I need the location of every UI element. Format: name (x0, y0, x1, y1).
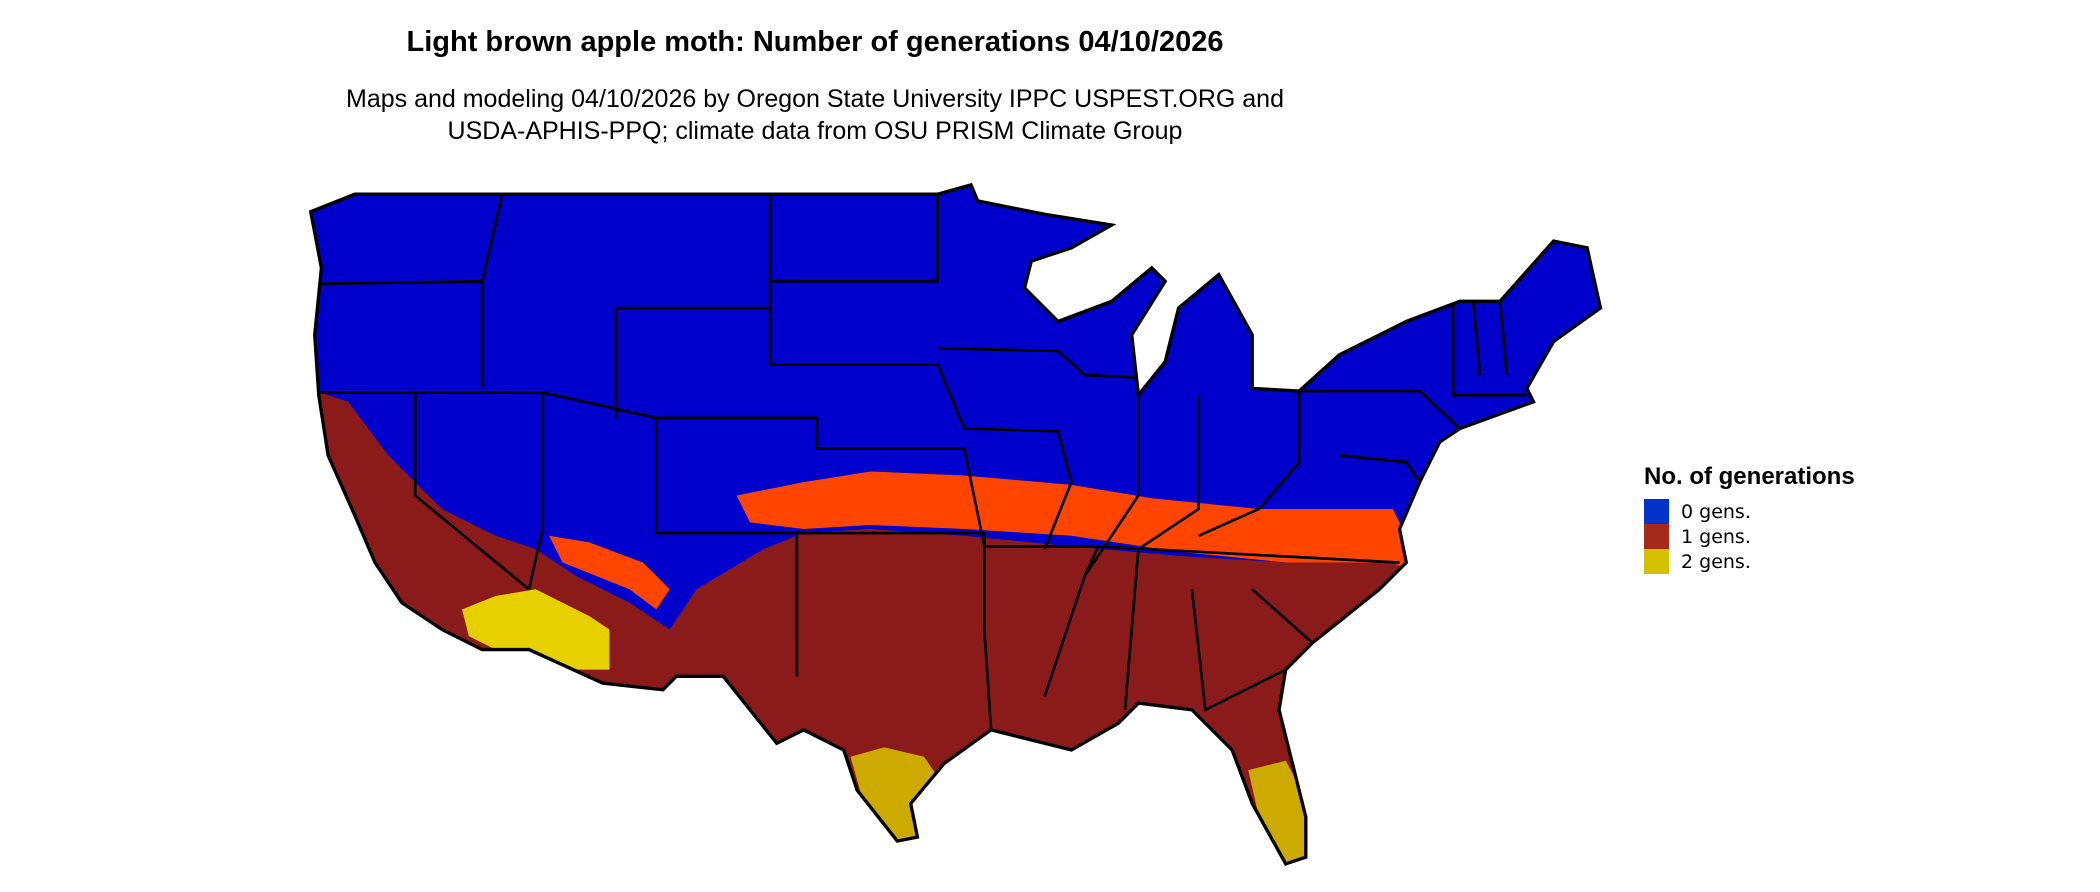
zone-2-generations-texas (850, 747, 938, 858)
legend-label-2: 2 gens. (1681, 550, 1751, 573)
legend-swatch-2 (1644, 549, 1669, 574)
state-borders (314, 193, 1527, 731)
zone-transition (736, 471, 1420, 576)
us-outline (308, 182, 1603, 866)
map-subtitle-line-1: Maps and modeling 04/10/2026 by Oregon S… (346, 85, 1284, 113)
legend: No. of generations 0 gens. 1 gens. 2 gen… (1644, 462, 1855, 574)
legend-title: No. of generations (1644, 463, 1855, 490)
legend-label-1: 1 gens. (1681, 525, 1751, 548)
zone-transition-sw (549, 535, 670, 610)
legend-swatch-1 (1644, 524, 1669, 549)
legend-item-0: 0 gens. (1644, 499, 1855, 524)
legend-item-1: 1 gens. (1644, 524, 1855, 549)
map-subtitle-line-2: USDA-APHIS-PPQ; climate data from OSU PR… (447, 117, 1183, 145)
map-title: Light brown apple moth: Number of genera… (406, 26, 1224, 58)
legend-label-0: 0 gens. (1681, 500, 1751, 523)
zone-2-generations-florida (1248, 760, 1313, 864)
legend-swatch-0 (1644, 499, 1669, 524)
legend-item-2: 2 gens. (1644, 549, 1855, 574)
